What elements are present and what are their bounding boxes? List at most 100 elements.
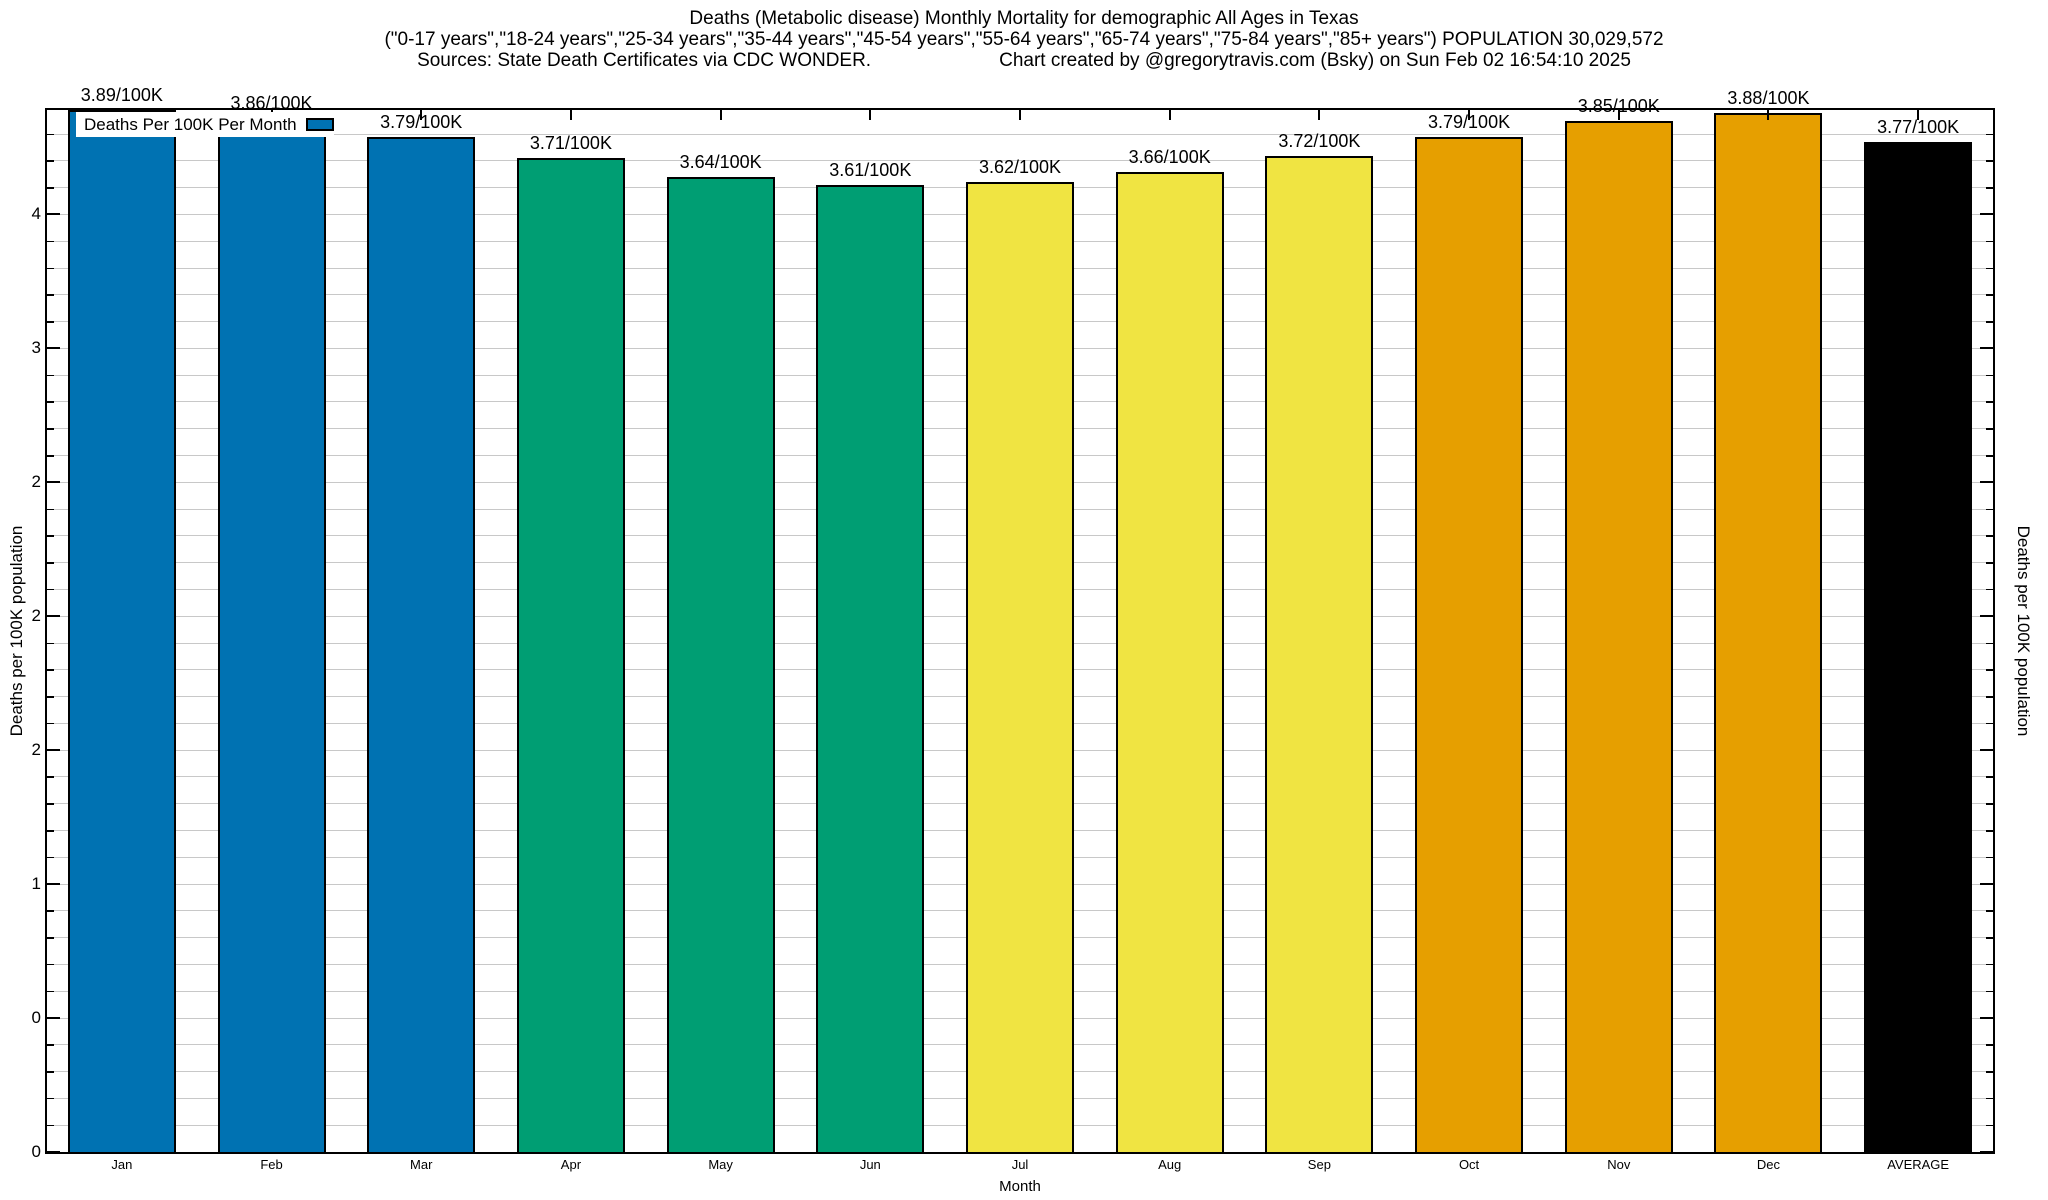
y-minor-tick-left — [47, 562, 54, 564]
bar-average — [1864, 142, 1973, 1152]
y-major-tick-left — [47, 1017, 60, 1020]
y-tick-label: 0 — [31, 1008, 41, 1028]
y-major-tick-left — [47, 749, 60, 752]
y-minor-tick-right — [1986, 1044, 1993, 1046]
y-minor-tick-right — [1986, 562, 1993, 564]
bar-jul — [966, 182, 1074, 1152]
y-major-tick-left — [47, 213, 60, 216]
y-minor-tick-left — [47, 535, 54, 537]
y-tick-label: 2 — [31, 740, 41, 760]
y-minor-tick-left — [47, 1071, 54, 1073]
y-minor-tick-left — [47, 856, 54, 859]
y-minor-tick-left — [47, 1044, 54, 1046]
y-minor-tick-left — [47, 240, 54, 243]
x-top-tick-oct — [1468, 110, 1471, 120]
legend-label: Deaths Per 100K Per Month — [84, 114, 297, 134]
bar-value-label-average: 3.77/100K — [1877, 117, 1960, 138]
y-minor-tick-right — [1986, 401, 1993, 403]
x-tick-label-feb: Feb — [260, 1157, 283, 1172]
x-tick-label-sep: Sep — [1307, 1157, 1331, 1172]
x-top-tick-may — [719, 110, 722, 120]
x-top-tick-average — [1917, 110, 1920, 120]
y-tick-label: 2 — [31, 606, 41, 626]
bar-mar — [367, 136, 476, 1152]
y-minor-tick-left — [47, 294, 54, 296]
bar-jan — [67, 110, 176, 1152]
y-tick-label: 3 — [31, 338, 41, 358]
bar-value-label-may: 3.64/100K — [679, 151, 762, 172]
y-major-tick-right — [1980, 615, 1993, 618]
y-minor-tick-right — [1986, 776, 1993, 778]
x-top-tick-mar — [420, 110, 423, 120]
bar-value-label-jun: 3.61/100K — [829, 160, 912, 180]
bar-value-label-mar: 3.79/100K — [380, 111, 463, 132]
bar-dec — [1714, 112, 1823, 1152]
y-minor-tick-right — [1986, 856, 1993, 859]
bar-feb — [217, 118, 326, 1152]
y-tick-label: 4 — [31, 204, 41, 224]
x-top-tick-jul — [1019, 110, 1021, 120]
bar-apr — [516, 158, 625, 1152]
y-minor-tick-left — [47, 374, 54, 377]
x-tick-label-nov: Nov — [1607, 1157, 1631, 1172]
y-major-tick-right — [1980, 1151, 1993, 1153]
y-minor-tick-right — [1986, 240, 1993, 243]
y-minor-tick-left — [47, 1097, 54, 1100]
y-minor-tick-left — [47, 401, 54, 403]
y-minor-tick-right — [1986, 642, 1993, 645]
legend-swatch — [305, 118, 334, 131]
y-minor-tick-right — [1986, 830, 1993, 832]
source-note: Sources: State Death Certificates via CD… — [417, 50, 872, 71]
y-minor-tick-right — [1986, 508, 1993, 511]
bar-value-label-oct: 3.79/100K — [1428, 111, 1511, 132]
y-minor-tick-right — [1986, 588, 1993, 591]
y-minor-tick-right — [1986, 1097, 1993, 1100]
gridline — [47, 160, 1993, 162]
gridline — [47, 133, 1993, 135]
x-top-tick-nov — [1617, 110, 1620, 120]
bar-value-label-feb: 3.86/100K — [230, 93, 313, 114]
y-major-tick-right — [1980, 749, 1993, 752]
y-minor-tick-left — [47, 910, 54, 912]
y-tick-label: 2 — [31, 472, 41, 492]
y-minor-tick-left — [47, 830, 54, 832]
x-top-tick-sep — [1318, 110, 1321, 120]
bar-aug — [1115, 171, 1224, 1152]
plot-border — [45, 108, 1995, 1154]
x-tick-label-jan: Jan — [111, 1157, 133, 1172]
x-top-tick-aug — [1168, 110, 1171, 120]
y-minor-tick-right — [1986, 1071, 1993, 1073]
y-minor-tick-left — [47, 990, 54, 993]
x-tick-label-oct: Oct — [1458, 1157, 1480, 1172]
y-minor-tick-right — [1986, 937, 1993, 939]
x-tick-label-jul: Jul — [1011, 1157, 1029, 1172]
y-major-tick-left — [47, 1151, 60, 1153]
y-minor-tick-right — [1986, 669, 1993, 671]
y-minor-tick-right — [1986, 455, 1993, 457]
x-axis-label: Month — [999, 1178, 1041, 1195]
y-minor-tick-right — [1986, 535, 1993, 537]
y-minor-tick-right — [1986, 321, 1993, 323]
x-tick-label-aug: Aug — [1158, 1157, 1182, 1172]
y-minor-tick-right — [1986, 722, 1993, 725]
y-minor-tick-right — [1986, 803, 1993, 805]
y-minor-tick-right — [1986, 696, 1993, 698]
y-minor-tick-left — [47, 187, 54, 189]
y-minor-tick-left — [47, 642, 54, 645]
y-major-tick-left — [47, 883, 60, 886]
y-minor-tick-right — [1986, 267, 1993, 270]
y-major-tick-right — [1980, 883, 1993, 886]
bar-jun — [816, 185, 925, 1152]
y-minor-tick-right — [1986, 160, 1993, 162]
y-axis-label-right: Deaths per 100K population — [2014, 525, 2033, 737]
y-minor-tick-left — [47, 267, 54, 270]
x-tick-label-dec: Dec — [1756, 1157, 1781, 1172]
y-major-tick-right — [1980, 1017, 1993, 1020]
y-minor-tick-left — [47, 428, 54, 430]
bar-oct — [1415, 136, 1524, 1152]
y-minor-tick-left — [47, 696, 54, 698]
x-tick-label-may: May — [708, 1157, 733, 1172]
bar-value-label-nov: 3.85/100K — [1577, 95, 1660, 116]
y-minor-tick-right — [1986, 910, 1993, 912]
